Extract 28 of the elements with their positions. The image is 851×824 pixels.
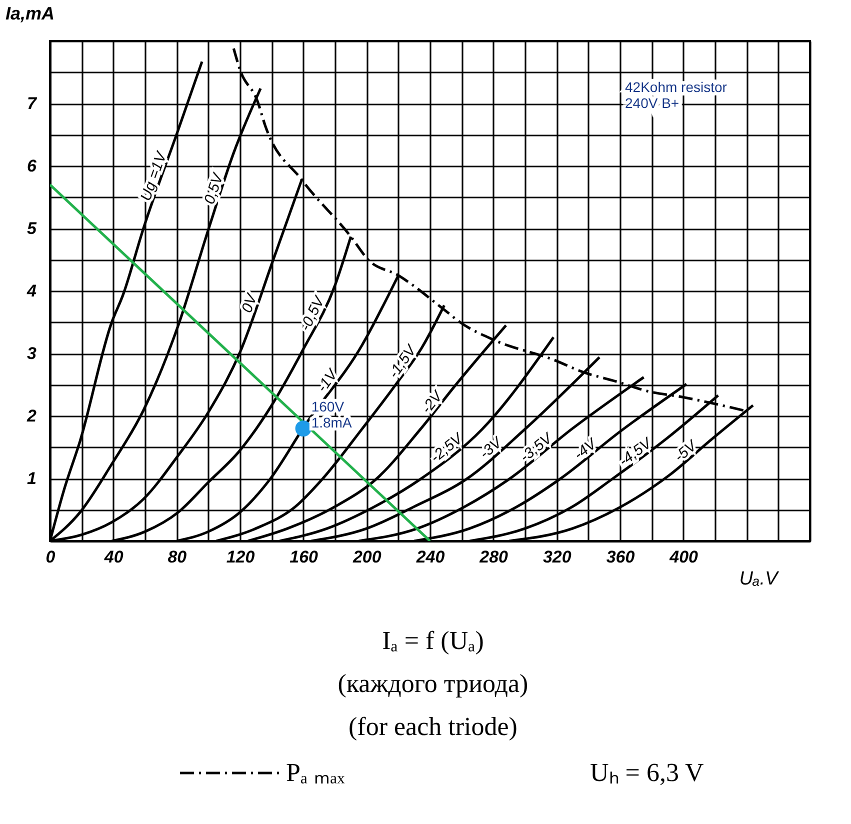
x-tick-label: 120: [226, 548, 256, 566]
x-tick-label: 280: [478, 548, 509, 566]
x-tick-label: 400: [668, 548, 699, 566]
text: 0V: [238, 290, 262, 315]
y-tick-label: 1: [27, 469, 36, 488]
y-tick-label: 7: [27, 94, 38, 113]
x-tick-label: 200: [352, 548, 382, 566]
x-tick-label: 160: [290, 548, 319, 566]
x-axis-title: Uₐ.V: [739, 568, 780, 590]
y-tick-label: 6: [27, 156, 38, 176]
text: 0,5V: [200, 170, 228, 206]
legend-label: Pₐ ₘₐₓ: [286, 758, 346, 787]
text: Uₕ = 6,3 V: [590, 758, 704, 787]
y-tick-label: 3: [27, 344, 38, 363]
x-tick-label: 240: [415, 548, 446, 566]
y-axis-title: Ia,mA: [6, 4, 55, 24]
x-tick-label: 40: [103, 548, 124, 566]
text: Iₐ = f (Uₐ): [382, 626, 484, 655]
x-tick-label: 80: [168, 548, 188, 566]
text: -1V: [314, 364, 342, 396]
x-tick-label: 0: [46, 548, 56, 566]
x-tick-label: 360: [606, 548, 636, 566]
text: (каждого триода) (for each triode): [338, 669, 528, 741]
y-tick-label: 2: [26, 406, 38, 426]
x-tick-label: 320: [542, 548, 572, 566]
text: -0,5V: [296, 292, 329, 334]
y-tick-label: 4: [26, 282, 38, 300]
y-tick-label: 5: [27, 219, 38, 238]
